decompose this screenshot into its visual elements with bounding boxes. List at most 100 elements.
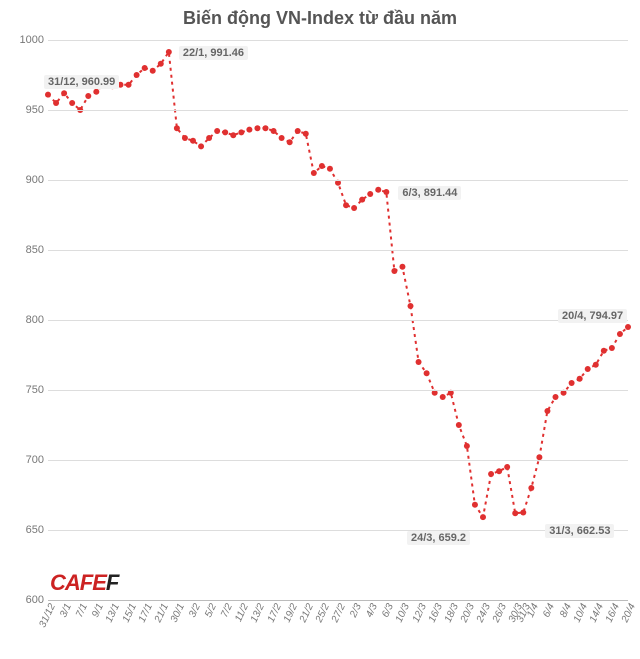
annotation-label: 20/4, 794.97 — [558, 309, 627, 323]
gridline — [48, 110, 628, 111]
data-marker — [416, 359, 422, 365]
xtick-label: 3/2 — [187, 602, 203, 619]
data-marker — [569, 380, 575, 386]
xtick-label: 20/3 — [459, 602, 477, 624]
logo-right: F — [106, 570, 118, 595]
data-marker — [544, 408, 550, 414]
data-marker — [617, 331, 623, 337]
data-marker — [480, 514, 486, 520]
data-marker — [496, 468, 502, 474]
xtick-label: 7/1 — [74, 602, 90, 619]
data-marker — [472, 502, 478, 508]
data-marker — [61, 90, 67, 96]
data-marker — [158, 61, 164, 67]
annotation-label: 22/1, 991.46 — [179, 46, 248, 60]
data-marker — [585, 366, 591, 372]
data-marker — [343, 202, 349, 208]
data-marker — [528, 485, 534, 491]
data-marker — [222, 129, 228, 135]
data-marker — [464, 443, 470, 449]
data-marker — [359, 197, 365, 203]
data-marker — [577, 376, 583, 382]
xtick-label: 18/3 — [443, 602, 461, 624]
data-marker — [383, 189, 389, 195]
xtick-label: 10/3 — [394, 602, 412, 624]
data-marker — [367, 191, 373, 197]
data-marker — [238, 129, 244, 135]
data-marker — [53, 100, 59, 106]
xtick-label: 17/2 — [265, 602, 283, 624]
xtick-label: 19/2 — [281, 602, 299, 624]
data-marker — [520, 509, 526, 515]
ytick-label: 750 — [4, 384, 44, 396]
xtick-label: 31/12 — [37, 602, 58, 629]
ytick-label: 700 — [4, 454, 44, 466]
xtick-label: 11/2 — [233, 602, 251, 624]
data-marker — [206, 135, 212, 141]
xtick-label: 13/2 — [249, 602, 267, 624]
data-marker — [45, 92, 51, 98]
data-marker — [456, 422, 462, 428]
gridline — [48, 460, 628, 461]
xtick-label: 6/4 — [542, 602, 558, 619]
data-marker — [311, 170, 317, 176]
xtick-label: 3/1 — [58, 602, 74, 619]
data-marker — [391, 268, 397, 274]
data-marker — [601, 348, 607, 354]
data-marker — [93, 89, 99, 95]
xtick-label: 12/3 — [410, 602, 428, 624]
ytick-label: 900 — [4, 174, 44, 186]
xtick-label: 16/3 — [426, 602, 444, 624]
annotation-label: 24/3, 659.2 — [407, 531, 470, 545]
xtick-label: 26/3 — [491, 602, 509, 624]
plot-area — [48, 40, 628, 601]
data-marker — [85, 93, 91, 99]
xtick-label: 13/1 — [104, 602, 122, 624]
data-marker — [214, 128, 220, 134]
data-marker — [295, 128, 301, 134]
xtick-label: 4/3 — [364, 602, 380, 619]
gridline — [48, 40, 628, 41]
data-marker — [303, 131, 309, 137]
data-marker — [319, 163, 325, 169]
xtick-label: 30/1 — [169, 602, 187, 624]
data-marker — [230, 132, 236, 138]
xtick-label: 24/3 — [475, 602, 493, 624]
data-marker — [134, 72, 140, 78]
data-marker — [182, 135, 188, 141]
data-marker — [424, 370, 430, 376]
data-marker — [190, 138, 196, 144]
data-marker — [271, 128, 277, 134]
gridline — [48, 320, 628, 321]
data-marker — [254, 125, 260, 131]
gridline — [48, 250, 628, 251]
logo-left: CAFE — [50, 570, 106, 595]
ytick-label: 600 — [4, 594, 44, 606]
xtick-label: 10/4 — [571, 602, 589, 624]
data-marker — [142, 65, 148, 71]
data-marker — [440, 394, 446, 400]
series-line — [48, 52, 628, 517]
data-marker — [174, 125, 180, 131]
xtick-label: 2/3 — [348, 602, 364, 619]
data-marker — [351, 205, 357, 211]
data-marker — [593, 362, 599, 368]
data-marker — [150, 68, 156, 74]
xtick-label: 16/4 — [604, 602, 622, 624]
data-marker — [399, 264, 405, 270]
xtick-label: 25/2 — [314, 602, 332, 624]
ytick-label: 850 — [4, 244, 44, 256]
data-marker — [287, 139, 293, 145]
data-marker — [504, 464, 510, 470]
data-marker — [263, 125, 269, 131]
data-marker — [126, 82, 132, 88]
ytick-label: 950 — [4, 104, 44, 116]
ytick-label: 1000 — [4, 34, 44, 46]
logo-cafef: CAFEF — [50, 570, 118, 596]
data-marker — [69, 100, 75, 106]
xtick-label: 8/4 — [558, 602, 574, 619]
data-marker — [488, 471, 494, 477]
chart-container: Biến động VN-Index từ đầu năm CAFEF 6006… — [0, 0, 640, 659]
annotation-label: 31/12, 960.99 — [44, 75, 119, 89]
annotation-label: 31/3, 662.53 — [545, 524, 614, 538]
